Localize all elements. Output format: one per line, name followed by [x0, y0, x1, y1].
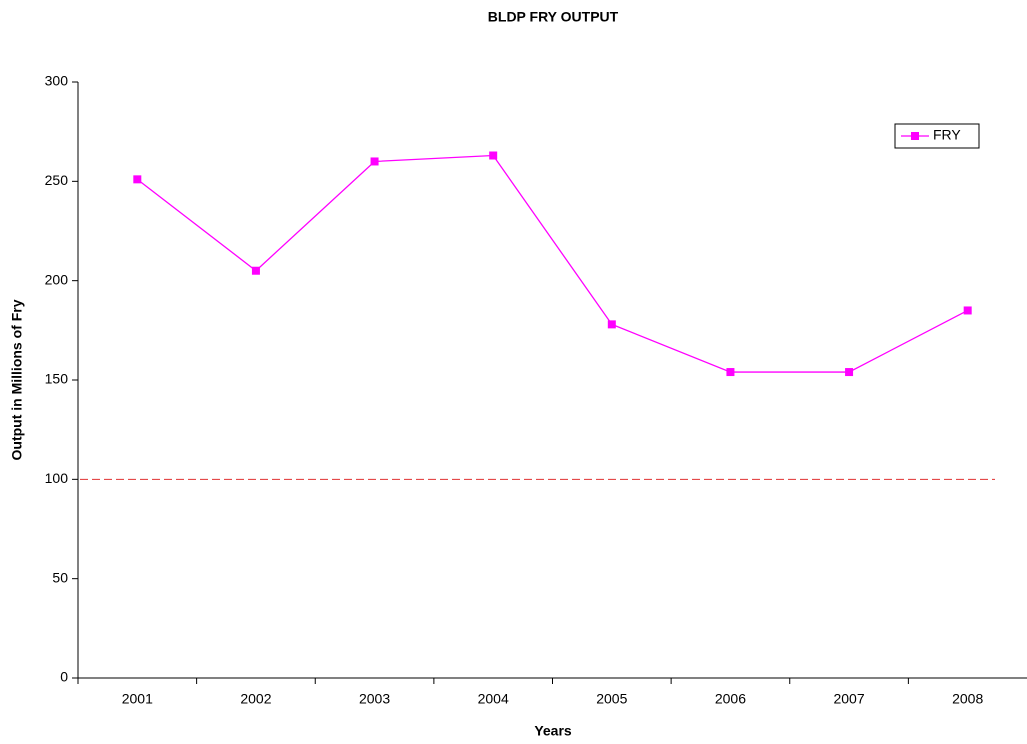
point	[251, 266, 260, 275]
point	[845, 368, 854, 377]
y-tick-label: 0	[60, 669, 68, 685]
point	[489, 151, 498, 160]
y-tick-label: 300	[45, 73, 69, 89]
point	[133, 175, 142, 184]
legend-marker	[911, 132, 919, 140]
x-tick-label: 2002	[240, 691, 271, 707]
x-tick-label: 2001	[122, 691, 153, 707]
y-tick-label: 100	[45, 470, 69, 486]
point	[726, 368, 735, 377]
x-tick-label: 2005	[596, 691, 627, 707]
y-tick-label: 250	[45, 172, 69, 188]
y-tick-label: 150	[45, 371, 69, 387]
y-tick-label: 200	[45, 271, 69, 287]
x-tick-label: 2003	[359, 691, 390, 707]
x-axis-label: Years	[534, 723, 572, 739]
y-tick-label: 50	[52, 569, 68, 585]
point	[963, 306, 972, 315]
x-tick-label: 2007	[833, 691, 864, 707]
legend-label: FRY	[933, 127, 961, 143]
point	[370, 157, 379, 166]
x-tick-label: 2008	[952, 691, 983, 707]
y-axis-label: Output in Millions of Fry	[9, 299, 25, 460]
chart-title: BLDP FRY OUTPUT	[488, 9, 619, 25]
x-tick-label: 2004	[478, 691, 509, 707]
x-tick-label: 2006	[715, 691, 746, 707]
point	[607, 320, 616, 329]
series-line	[136, 154, 968, 373]
